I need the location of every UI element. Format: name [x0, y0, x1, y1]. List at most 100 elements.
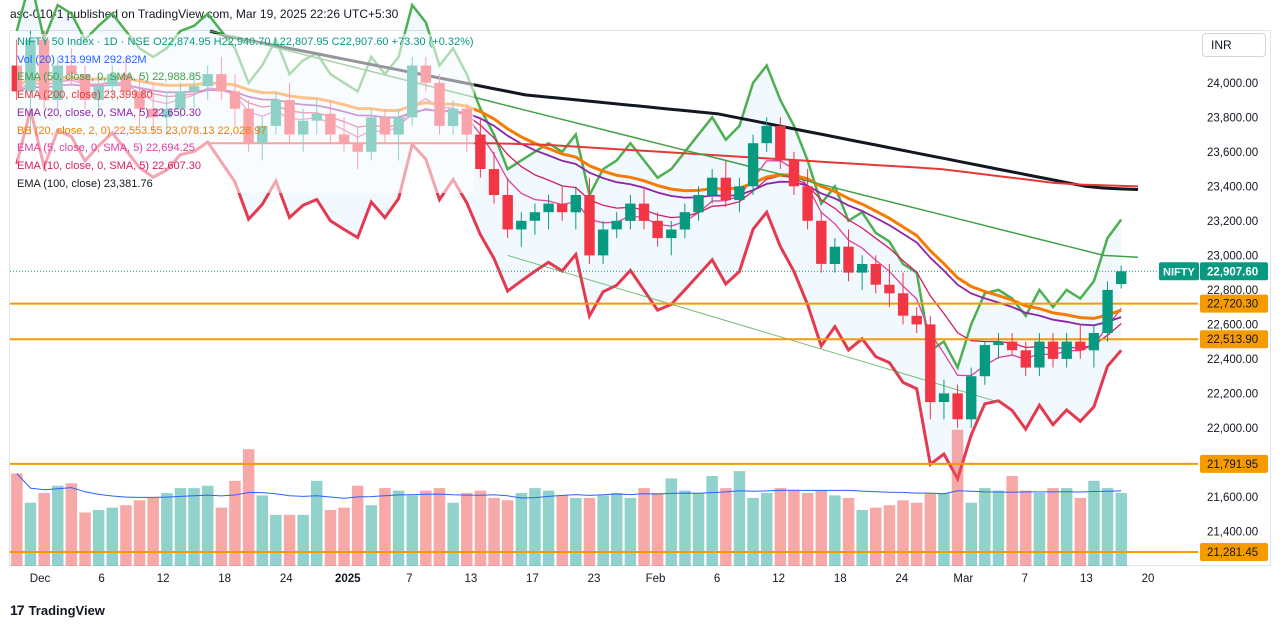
volume-bar	[761, 493, 773, 566]
legend-row-ema200[interactable]: EMA (200, close) 23,399.80	[17, 87, 474, 105]
candle[interactable]	[1102, 289, 1113, 333]
y-tick-label: 22,600.00	[1207, 319, 1258, 331]
legend-value: 23,381.76	[103, 177, 153, 190]
candle[interactable]	[1116, 271, 1127, 284]
candle[interactable]	[584, 195, 595, 256]
candle[interactable]	[1034, 341, 1045, 368]
volume-bar	[406, 495, 418, 566]
legend-value: O22,874.95 H22,940.70 L22,807.95 C22,907…	[153, 36, 474, 48]
candle[interactable]	[597, 229, 609, 256]
volume-bar	[52, 485, 64, 566]
y-tick-label: 21,400.00	[1207, 526, 1258, 538]
legend-row-ema20[interactable]: EMA (20, close, 0, SMA, 5) 22,650.30	[17, 104, 474, 123]
volume-bar	[433, 488, 446, 566]
candle[interactable]	[966, 376, 977, 420]
candle[interactable]	[638, 203, 650, 221]
tradingview-brand[interactable]: 17 TradingView	[10, 602, 105, 618]
legend-row-symbol[interactable]: NIFTY 50 Index · 1D · NSE O22,874.95 H22,…	[17, 34, 474, 52]
volume-bar	[597, 495, 609, 566]
candle[interactable]	[679, 212, 691, 230]
candle[interactable]	[911, 315, 922, 325]
candle[interactable]	[1061, 341, 1072, 359]
candle[interactable]	[529, 212, 541, 221]
y-tick-label: 24,000.00	[1207, 78, 1258, 90]
candle[interactable]	[1088, 333, 1100, 351]
candle[interactable]	[952, 393, 963, 420]
candle[interactable]	[1047, 341, 1059, 359]
candle[interactable]	[570, 195, 581, 213]
volume-bar	[924, 493, 937, 566]
candle[interactable]	[816, 220, 827, 264]
volume-bar	[474, 490, 487, 566]
legend-label: EMA (10, close, 0, SMA, 5)	[17, 159, 150, 172]
candle[interactable]	[857, 264, 868, 273]
volume-bar	[774, 488, 787, 566]
legend-row-volume[interactable]: Vol (20) 313.99M 292.82M	[17, 51, 474, 70]
candle[interactable]	[488, 169, 500, 195]
candle[interactable]	[693, 195, 704, 213]
level-price-tag	[1200, 542, 1268, 561]
candle[interactable]	[1020, 350, 1031, 368]
candle[interactable]	[666, 229, 677, 239]
volume-bar	[1060, 488, 1073, 566]
volume-bar	[229, 480, 241, 566]
volume-bar	[488, 497, 500, 566]
candle[interactable]	[1006, 341, 1018, 351]
candle[interactable]	[761, 125, 772, 144]
candle[interactable]	[802, 186, 813, 221]
volume-bar	[1088, 480, 1100, 566]
legend-row-ema5[interactable]: EMA (5, close, 0, SMA, 5) 22,694.25	[17, 140, 474, 158]
candle[interactable]	[625, 203, 636, 221]
candle[interactable]	[652, 220, 663, 239]
legend-row-ema50[interactable]: EMA (50, close, 0, SMA, 5) 22,988.85	[17, 69, 474, 88]
candle[interactable]	[707, 177, 718, 195]
candle[interactable]	[870, 264, 881, 285]
candle[interactable]	[788, 160, 800, 187]
legend-row-ema10[interactable]: EMA (10, close, 0, SMA, 5) 22,607.30	[17, 157, 474, 176]
y-tick-label: 23,000.00	[1207, 250, 1258, 262]
y-tick-label: 23,400.00	[1207, 181, 1258, 193]
candle[interactable]	[611, 220, 622, 230]
volume-bar	[202, 485, 214, 566]
volume-bar	[461, 493, 473, 566]
legend-value: 22,988.85	[152, 71, 201, 84]
candle[interactable]	[747, 143, 759, 187]
currency-button[interactable]: INR	[1202, 33, 1266, 57]
candle[interactable]	[502, 195, 513, 230]
legend-label: EMA (20, close, 0, SMA, 5)	[17, 106, 150, 119]
candle[interactable]	[543, 203, 554, 213]
candle[interactable]	[829, 246, 841, 264]
candle[interactable]	[979, 345, 991, 377]
y-tick-label: 23,600.00	[1207, 147, 1258, 159]
candle[interactable]	[775, 125, 786, 161]
y-tick-label: 22,200.00	[1207, 388, 1258, 400]
legend-row-bb[interactable]: BB (20, close, 2, 0) 22,553.55 23,078.13 …	[17, 122, 474, 141]
candle[interactable]	[475, 134, 486, 170]
candle[interactable]	[734, 186, 745, 201]
candle[interactable]	[11, 65, 22, 92]
candle[interactable]	[557, 203, 568, 213]
candle[interactable]	[925, 324, 936, 403]
volume-bar	[147, 497, 159, 566]
brand-label: TradingView	[28, 602, 105, 618]
trend-line[interactable]	[507, 254, 999, 403]
volume-bar	[979, 488, 991, 566]
candle[interactable]	[843, 246, 854, 273]
candle[interactable]	[516, 220, 527, 230]
candle[interactable]	[993, 341, 1004, 346]
y-tick-label: 21,600.00	[1207, 492, 1258, 504]
x-tick-label: 18	[218, 573, 231, 585]
candle[interactable]	[1075, 341, 1086, 351]
candle[interactable]	[938, 393, 950, 402]
candle[interactable]	[884, 284, 895, 294]
volume-bar	[720, 488, 732, 566]
y-tick-label: 23,200.00	[1207, 216, 1258, 228]
candle[interactable]	[897, 293, 909, 316]
volume-bar	[788, 490, 800, 566]
volume-bar	[611, 493, 623, 566]
x-tick-label: 12	[772, 573, 785, 585]
candle[interactable]	[720, 177, 731, 201]
volume-bar	[133, 500, 146, 566]
volume-bar	[215, 507, 228, 566]
legend-row-ema100[interactable]: EMA (100, close) 23,381.76	[17, 175, 474, 194]
